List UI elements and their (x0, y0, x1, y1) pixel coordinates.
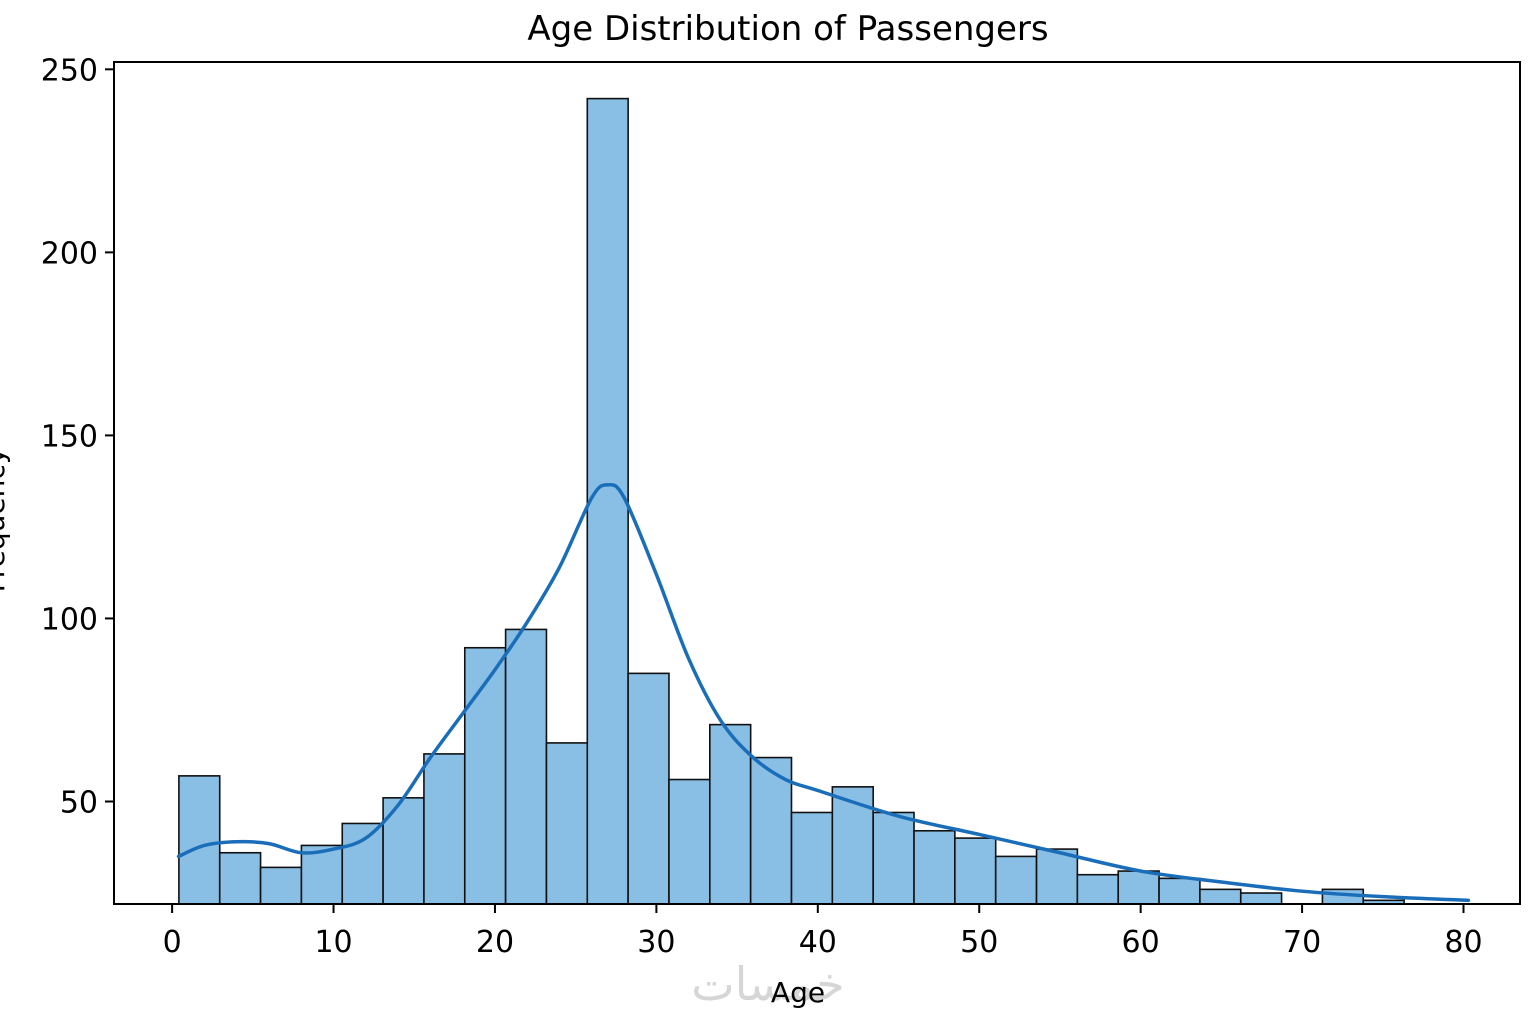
histogram-bar-7 (423, 753, 466, 905)
histogram-bar-22 (1035, 848, 1079, 905)
kde-curve-group (176, 482, 1471, 903)
plot-area-frame (113, 61, 1521, 905)
histogram-bar-12 (627, 672, 670, 905)
histogram-bar-10 (545, 742, 589, 905)
x-tick-label-40: 40 (799, 925, 837, 960)
histogram-bar-21 (994, 855, 1038, 905)
y-tick-label-250: 250 (41, 53, 98, 88)
histogram-bar-16 (790, 811, 834, 905)
watermark-text: خمسات (691, 957, 844, 1011)
x-tick-label-10: 10 (314, 925, 352, 960)
x-axis: 0 10 20 30 40 50 60 70 80 (163, 904, 1483, 960)
x-tick-label-0: 0 (163, 925, 182, 960)
x-tick-label-80: 80 (1444, 925, 1482, 960)
x-tick-label-30: 30 (637, 925, 675, 960)
histogram-bar-23 (1076, 873, 1120, 905)
y-tick-label-200: 200 (41, 236, 98, 271)
histogram-bar-17 (831, 786, 874, 905)
histogram-bar-25 (1158, 877, 1201, 905)
x-tick-label-60: 60 (1122, 925, 1160, 960)
histogram-bar-24 (1117, 870, 1160, 905)
histogram-bar-8 (463, 646, 507, 905)
y-tick-label-100: 100 (41, 602, 98, 637)
x-tick-label-20: 20 (476, 925, 514, 960)
histogram-bar-26 (1199, 888, 1242, 905)
chart-title: Age Distribution of Passengers (527, 9, 1048, 49)
x-axis-label: Age (771, 976, 825, 1009)
y-axis: 50 100 150 200 250 (41, 53, 114, 820)
histogram-bar-14 (709, 723, 752, 905)
histogram-bar-13 (668, 778, 711, 905)
histogram-bar-27 (1239, 892, 1283, 905)
histogram-bar-19 (913, 829, 956, 905)
histogram-bar-9 (504, 628, 548, 905)
histogram-bar-5 (341, 822, 384, 905)
histogram-bar-18 (872, 811, 915, 905)
y-tick-label-150: 150 (41, 419, 98, 454)
histogram-bar-3 (259, 866, 303, 905)
y-tick-label-50: 50 (60, 785, 98, 820)
kde-density-line (176, 482, 1471, 903)
histogram-bar-2 (218, 851, 262, 905)
histogram-bar-11 (586, 97, 629, 905)
histogram-bars (178, 97, 1405, 905)
x-tick-label-50: 50 (960, 925, 998, 960)
histogram-bar-20 (954, 837, 997, 905)
x-tick-label-70: 70 (1283, 925, 1321, 960)
histogram-bar-1 (178, 775, 221, 905)
y-axis-label: Frequency (0, 448, 11, 593)
